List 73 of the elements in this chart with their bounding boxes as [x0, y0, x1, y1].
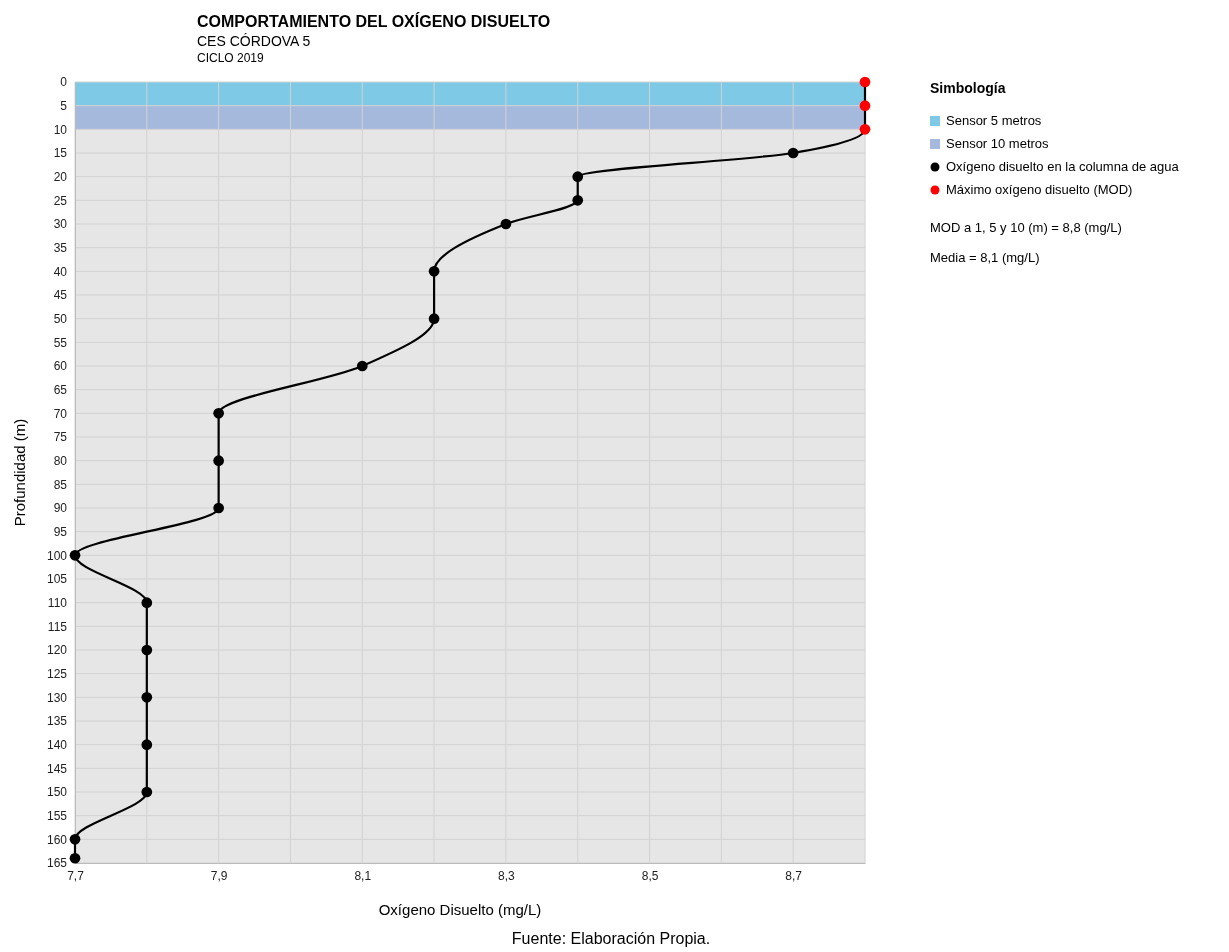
y-tick-label: 105 [46, 572, 68, 587]
point [69, 549, 81, 561]
point [213, 407, 224, 419]
text: Media = 8,1 (mg/L) [930, 250, 1040, 265]
point [572, 194, 584, 206]
y-tick-label: 150 [46, 785, 68, 800]
legend-label: Oxígeno disuelto en la columna de agua [946, 159, 1180, 174]
y-tick-label: 115 [47, 619, 68, 634]
legend-label: Sensor 5 metros [946, 113, 1042, 128]
y-tick-label: 110 [47, 596, 68, 611]
y-tick-label: 85 [53, 477, 68, 492]
y-tick-label: 65 [53, 383, 68, 398]
y-tick-label: 125 [46, 667, 68, 682]
point [859, 100, 871, 112]
point [859, 123, 871, 135]
point [213, 455, 224, 467]
y-tick-label: 70 [53, 406, 68, 421]
point [572, 171, 584, 183]
y-tick-label: 155 [46, 809, 68, 824]
y-tick-label: 135 [46, 714, 68, 729]
source-note: Fuente: Elaboración Propia. [511, 930, 711, 947]
y-tick-label: 130 [46, 690, 68, 705]
y-tick-label: 10 [53, 122, 68, 137]
y-tick-label: 165 [46, 856, 68, 871]
y-tick-label: 30 [53, 217, 68, 232]
x-tick-label: 7,7 [67, 868, 85, 883]
y-tick-label: 0 [60, 75, 68, 90]
y-tick-label: 80 [53, 454, 68, 469]
point [859, 76, 871, 88]
y-tick-label: 160 [46, 832, 68, 847]
text: MOD a 1, 5 y 10 (m) = 8,8 (mg/L) [930, 220, 1122, 235]
y-tick-label: 15 [53, 146, 68, 161]
legend-title: Simbología [930, 80, 1006, 96]
point [500, 218, 512, 230]
y-tick-label: 95 [53, 525, 68, 540]
legend-label: Sensor 10 metros [946, 136, 1050, 151]
y-tick-label: 90 [53, 501, 68, 516]
chart-subtitle: CES CÓRDOVA 5 CICLO 2019 [197, 33, 311, 65]
point [69, 852, 81, 864]
y-tick-label: 5 [60, 99, 68, 114]
y-tick-label: 120 [46, 643, 68, 658]
y-tick-label: 25 [53, 193, 68, 208]
point [356, 360, 368, 372]
point [69, 833, 81, 845]
point [141, 644, 153, 656]
point [213, 502, 224, 514]
x-tick-label: 8,1 [354, 868, 372, 883]
chart-title: COMPORTAMIENTO DEL OXÍGENO DISUELTO [197, 12, 551, 30]
y-tick-label: 145 [46, 761, 68, 776]
y-tick-label: 40 [53, 264, 68, 279]
y-tick-label: 75 [53, 430, 68, 445]
y-tick-label: 20 [53, 170, 68, 185]
y-tick-label: 60 [53, 359, 68, 374]
point [428, 265, 440, 277]
legend-label: Máximo oxígeno disuelto (MOD) [946, 182, 1133, 197]
y-tick-label: 55 [53, 335, 68, 350]
y-tick-label: 100 [46, 548, 68, 563]
point [141, 786, 153, 798]
x-tick-label: 8,7 [785, 868, 803, 883]
point [428, 313, 440, 325]
point [141, 597, 153, 609]
x-tick-label: 8,3 [498, 868, 516, 883]
point [141, 691, 153, 703]
y-tick-label: 45 [53, 288, 68, 303]
y-tick-label: 140 [46, 738, 68, 753]
y-axis-title: Profundidad (m) [11, 418, 28, 527]
x-axis-title: Oxígeno Disuelto (mg/L) [378, 901, 542, 918]
x-tick-label: 7,9 [210, 868, 228, 883]
y-tick-label: 35 [53, 241, 68, 256]
x-tick-label: 8,5 [641, 868, 659, 883]
y-tick-label: 50 [53, 312, 68, 327]
point [141, 739, 153, 751]
point [787, 147, 799, 159]
